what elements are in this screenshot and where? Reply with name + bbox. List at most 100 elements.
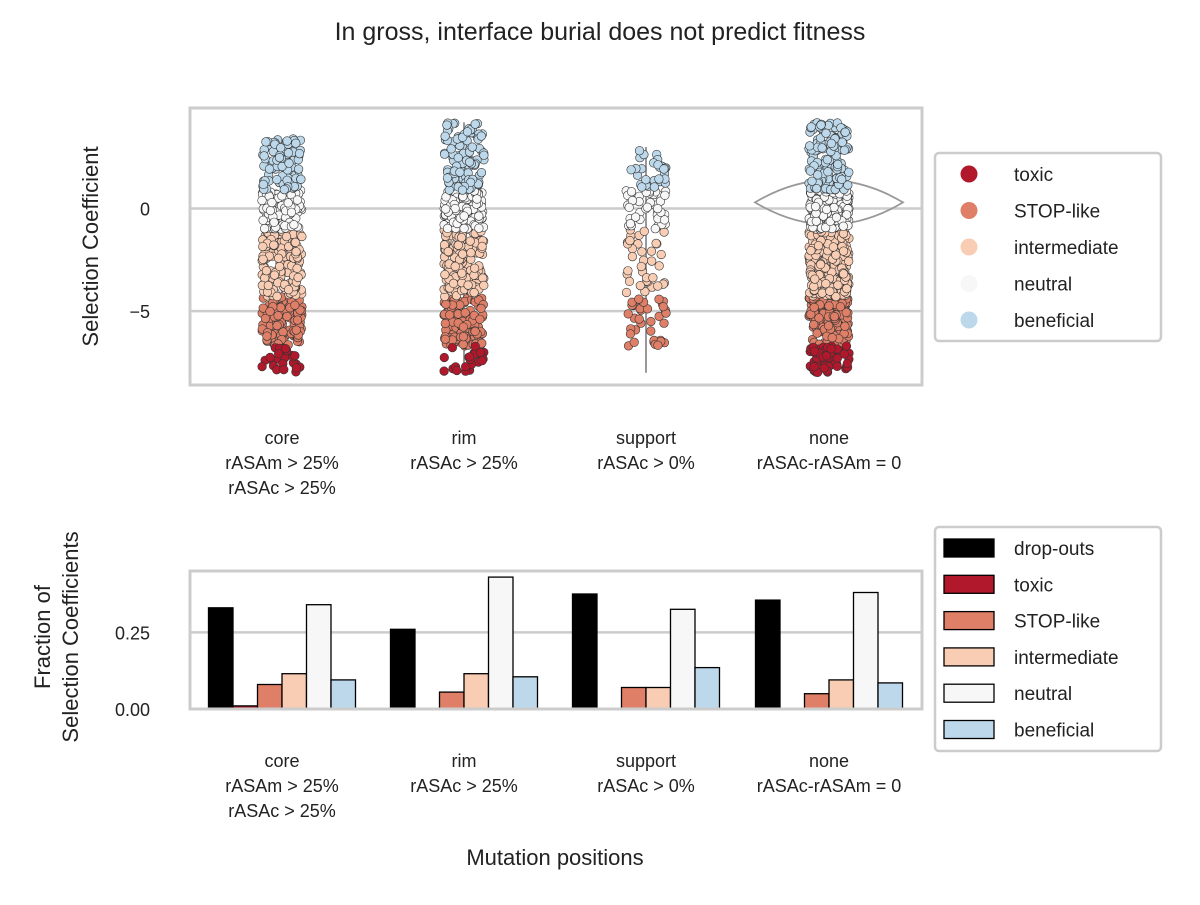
data-point-neutral	[459, 211, 469, 221]
x-tick-label: core	[264, 751, 299, 771]
data-point-intermediate	[470, 263, 480, 273]
data-point-STOP-like	[260, 313, 271, 324]
data-point-STOP-like	[659, 318, 669, 328]
violin-outline	[753, 179, 905, 226]
bar-beneficial	[512, 676, 539, 710]
data-point-toxic	[290, 351, 300, 361]
x-tick-label: rASAc > 25%	[228, 478, 336, 498]
data-point-toxic	[291, 363, 301, 373]
x-tick-label: support	[616, 428, 676, 448]
data-point-beneficial	[283, 148, 294, 158]
data-point-beneficial	[274, 153, 285, 163]
y-axis-label: Selection Coefficient	[78, 146, 103, 346]
data-point-beneficial	[442, 120, 452, 130]
fraction-bar-chart: 0.00 0.25 Fraction of Selection Coefficient…	[30, 531, 924, 821]
x-tick-label: support	[616, 751, 676, 771]
data-point-intermediate	[656, 249, 666, 260]
data-point-intermediate	[842, 284, 852, 294]
y-tick-label: 0.00	[115, 700, 150, 720]
data-point-neutral	[260, 224, 270, 234]
legend-frame	[933, 151, 1163, 343]
data-point-STOP-like	[814, 313, 824, 323]
data-point-intermediate	[293, 272, 303, 283]
data-point-toxic	[279, 365, 289, 375]
data-point-toxic	[842, 358, 852, 369]
data-point-STOP-like	[841, 307, 851, 318]
data-point-STOP-like	[440, 318, 450, 329]
data-point-intermediate	[479, 280, 489, 291]
x-tick-label: rASAc-rASAm = 0	[757, 776, 902, 796]
bar-STOP-like	[256, 683, 283, 710]
x-tick-label: rASAc > 0%	[597, 776, 695, 796]
data-point-intermediate	[458, 249, 468, 259]
data-point-intermediate	[844, 256, 854, 266]
data-point-intermediate	[272, 291, 282, 302]
data-point-beneficial	[641, 175, 651, 185]
figure-title: In gross, interface burial does not pred…	[335, 18, 866, 46]
y-tick-label: 0	[140, 200, 150, 220]
data-point-intermediate	[269, 270, 280, 280]
data-point-STOP-like	[440, 334, 450, 344]
data-point-beneficial	[817, 143, 827, 153]
bar-intermediate	[645, 686, 672, 710]
data-point-neutral	[821, 222, 831, 233]
data-point-neutral	[630, 212, 641, 222]
data-point-beneficial	[837, 174, 847, 184]
data-point-STOP-like	[291, 325, 301, 335]
data-point-intermediate	[466, 248, 476, 258]
x-tick-label: rASAc > 0%	[597, 453, 695, 473]
bar-neutral	[305, 604, 332, 710]
data-point-intermediate	[297, 231, 307, 242]
x-tick-label: rASAc > 25%	[410, 776, 518, 796]
data-point-neutral	[292, 195, 303, 205]
y-tick-label: 0.25	[115, 623, 150, 643]
legend-label: neutral	[1014, 275, 1072, 296]
data-point-beneficial	[833, 159, 843, 169]
data-point-toxic	[452, 365, 462, 376]
data-point-neutral	[443, 223, 453, 233]
data-point-beneficial	[822, 155, 833, 165]
bar-intermediate	[828, 679, 855, 710]
data-point-beneficial	[821, 128, 831, 138]
data-point-neutral	[289, 220, 299, 230]
data-point-beneficial	[259, 151, 269, 161]
x-tick-label: rim	[452, 428, 477, 448]
data-point-beneficial	[806, 122, 816, 132]
data-point-intermediate	[625, 236, 635, 246]
data-point-beneficial	[839, 145, 850, 155]
data-point-neutral	[286, 207, 297, 217]
data-point-neutral	[283, 198, 293, 208]
data-point-intermediate	[831, 292, 841, 302]
y-tick-label: −5	[129, 302, 150, 322]
data-point-STOP-like	[273, 311, 283, 321]
data-point-beneficial	[844, 167, 854, 177]
data-point-beneficial	[816, 120, 826, 130]
data-point-STOP-like	[290, 300, 300, 310]
data-point-toxic	[821, 351, 832, 361]
bar-neutral	[487, 576, 514, 710]
x-tick-label: rASAc > 25%	[228, 801, 336, 821]
data-point-toxic	[839, 349, 849, 359]
data-point-beneficial	[805, 166, 816, 176]
data-point-toxic	[461, 362, 471, 372]
data-point-intermediate	[637, 247, 647, 257]
data-point-STOP-like	[823, 321, 834, 331]
data-point-beneficial	[279, 185, 289, 195]
data-point-beneficial	[296, 174, 306, 184]
legend-label: beneficial	[1014, 721, 1094, 742]
data-point-STOP-like	[458, 332, 469, 342]
data-point-STOP-like	[470, 326, 480, 337]
data-point-STOP-like	[262, 331, 272, 341]
data-point-intermediate	[636, 261, 646, 272]
data-point-neutral	[267, 197, 277, 208]
x-axis-label: Mutation positions	[466, 845, 643, 870]
data-point-STOP-like	[646, 316, 656, 327]
legend-label: beneficial	[1014, 311, 1094, 332]
data-point-STOP-like	[272, 321, 282, 331]
data-point-intermediate	[457, 233, 467, 243]
data-point-STOP-like	[646, 326, 656, 336]
bar-neutral	[669, 608, 696, 710]
data-point-intermediate	[284, 285, 294, 295]
data-point-beneficial	[465, 157, 475, 167]
